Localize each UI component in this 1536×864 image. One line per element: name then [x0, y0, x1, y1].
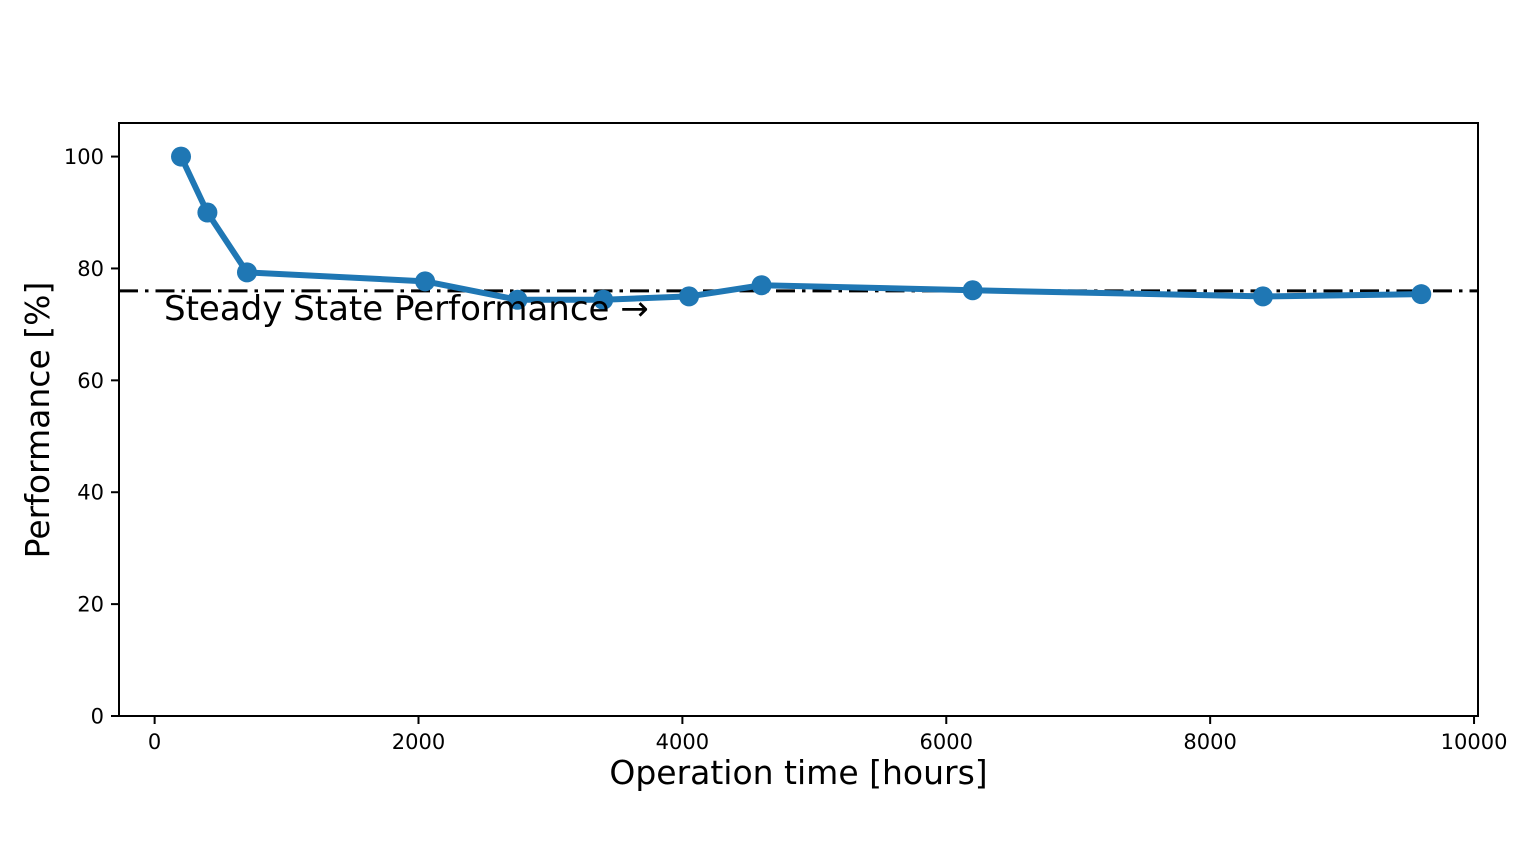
data-point-marker: [751, 275, 772, 296]
data-point-marker: [197, 202, 218, 223]
x-tick-label: 4000: [656, 730, 709, 754]
x-tick-label: 10000: [1441, 730, 1508, 754]
performance-line: [178, 153, 1425, 303]
y-tick-label: 80: [77, 257, 104, 281]
steady-state-annotation: Steady State Performance →: [164, 289, 649, 329]
plot-border: [118, 122, 1479, 717]
data-point-marker: [415, 271, 436, 292]
y-tick-label: 40: [77, 481, 104, 505]
data-point-marker: [507, 289, 528, 310]
x-axis-label: Operation time [hours]: [609, 753, 988, 792]
data-point-marker: [1411, 284, 1432, 305]
data-point-marker: [1252, 286, 1273, 307]
y-axis-label: Performance [%]: [18, 281, 57, 559]
data-point-marker: [236, 262, 257, 283]
data-point-marker: [171, 146, 192, 167]
y-tick-label: 0: [91, 705, 104, 729]
x-tick-label: 6000: [920, 730, 973, 754]
data-point-marker: [678, 286, 699, 307]
y-tick-label: 20: [77, 593, 104, 617]
x-tick-label: 2000: [392, 730, 445, 754]
y-tick-label: 60: [77, 369, 104, 393]
x-tick-label: 0: [148, 730, 161, 754]
x-tick-label: 8000: [1183, 730, 1236, 754]
data-point-marker: [962, 280, 983, 301]
data-point-marker: [593, 289, 614, 310]
y-tick-label: 100: [64, 145, 104, 169]
